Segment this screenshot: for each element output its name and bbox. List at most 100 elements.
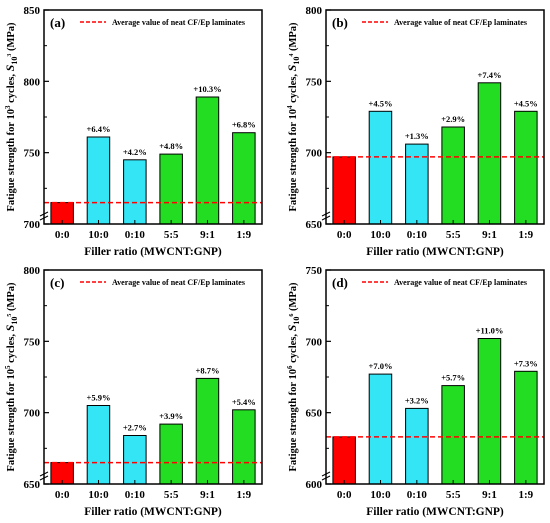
x-tick-label: 1:9 [518, 229, 533, 241]
x-tick-label: 1:9 [518, 489, 533, 501]
y-axis-title-text: cycles, [6, 331, 17, 365]
panel-label: (c) [50, 275, 64, 290]
y-axis-title-text: Fatigue strength for 10 [288, 369, 299, 472]
x-tick-label: 9:1 [200, 489, 215, 501]
data-label: +4.5% [514, 98, 538, 108]
y-axis-title: Fatigue strength for 106 cycles, S106 (M… [285, 282, 301, 472]
axis-break-mark [39, 211, 49, 217]
legend-entry: Average value of neat CF/Ep laminates [394, 278, 527, 287]
x-tick-label: 5:5 [164, 489, 179, 501]
x-tick-label: 0:0 [55, 229, 70, 241]
legend-entry: Average value of neat CF/Ep laminates [112, 278, 245, 287]
data-label: +3.9% [159, 411, 183, 421]
x-tick-label: 0:0 [337, 489, 352, 501]
x-tick-label: 0:10 [407, 229, 428, 241]
y-axis-title-subscript: 10 [10, 57, 19, 65]
y-tick-label: 800 [24, 265, 41, 277]
y-axis-title-exponent: 4 [286, 105, 294, 109]
axis-break-mark [39, 471, 49, 477]
data-label: +7.3% [514, 358, 538, 368]
data-label: +6.8% [232, 120, 256, 130]
bar-5-5 [159, 153, 183, 225]
y-axis-title: Fatigue strength for 103 cycles, S103 (M… [3, 22, 19, 212]
bar-1-9 [514, 370, 538, 485]
x-tick-label: 0:10 [125, 489, 146, 501]
x-tick-label: 0:10 [407, 489, 428, 501]
x-axis-title: Filler ratio (MWCNT:GNP) [84, 506, 222, 518]
data-label: +5.9% [87, 393, 111, 403]
x-tick-label: 10:0 [88, 489, 109, 501]
data-label: +5.4% [232, 397, 256, 407]
y-axis-title-sub-exponent: 5 [7, 314, 13, 317]
data-label: +7.4% [478, 70, 502, 80]
bar-0-10 [405, 407, 429, 485]
data-label: +5.7% [441, 373, 465, 383]
y-tick-label: 700 [306, 336, 323, 348]
y-tick-label: 700 [24, 219, 41, 231]
bar-10-0 [86, 405, 111, 485]
bar-0-10 [405, 143, 429, 225]
data-label: +10.3% [193, 84, 221, 94]
chart-panel-4: +7.0% +3.2% +5.7% +11.0% +7.3% 600 650 700 750 0:… [285, 265, 545, 518]
y-tick-label: 800 [306, 5, 323, 17]
axis-break-mark [39, 215, 49, 221]
x-tick-label: 10:0 [370, 489, 391, 501]
data-label: +2.9% [441, 114, 465, 124]
legend-entry: Average value of neat CF/Ep laminates [394, 18, 527, 27]
data-label: +3.2% [405, 395, 429, 405]
x-axis-title: Filler ratio (MWCNT:GNP) [366, 246, 504, 258]
y-tick-label: 800 [24, 76, 41, 88]
y-tick-label: 750 [24, 336, 41, 348]
y-axis-title: Fatigue strength for 105 cycles, S105 (M… [3, 282, 19, 472]
y-tick-label: 650 [306, 219, 323, 231]
bar-9-1 [195, 96, 220, 225]
y-axis-title-text: Fatigue strength for 10 [6, 369, 17, 472]
y-axis-title-symbol: S [285, 64, 299, 71]
y-axis-title-subscript: 10 [292, 317, 301, 325]
bar-1-9 [232, 132, 256, 225]
bar-5-5 [441, 126, 465, 225]
panel-label: (a) [50, 15, 65, 30]
bar-10-0 [368, 110, 393, 225]
y-tick-label: 700 [24, 408, 41, 420]
data-label: +4.5% [369, 98, 393, 108]
y-axis-title-subscript: 10 [10, 317, 19, 325]
y-tick-label: 750 [24, 148, 41, 160]
axis-break-mark [321, 215, 331, 221]
x-tick-label: 10:0 [370, 229, 391, 241]
bar-0-0 [332, 156, 356, 225]
y-tick-label: 750 [306, 76, 323, 88]
data-label: +8.7% [196, 365, 220, 375]
axis-break-mark [321, 211, 331, 217]
y-tick-label: 650 [306, 408, 323, 420]
panel-label: (b) [332, 15, 348, 30]
data-label: +6.4% [87, 124, 111, 134]
legend-entry: Average value of neat CF/Ep laminates [112, 18, 245, 27]
plot-frame [43, 269, 263, 485]
y-axis-title-sub-exponent: 3 [7, 54, 13, 57]
bar-10-0 [368, 373, 393, 485]
x-tick-label: 9:1 [482, 489, 497, 501]
y-axis-title-symbol: S [3, 64, 17, 71]
bar-0-10 [123, 435, 147, 485]
plot-frame [325, 9, 545, 225]
x-tick-label: 5:5 [164, 229, 179, 241]
y-axis-title-exponent: 3 [4, 105, 12, 109]
x-tick-label: 5:5 [446, 229, 461, 241]
y-tick-label: 650 [24, 479, 41, 491]
y-axis-title-exponent: 5 [4, 365, 12, 369]
x-tick-label: 9:1 [200, 229, 215, 241]
bar-0-0 [332, 436, 356, 485]
x-tick-label: 1:9 [236, 489, 251, 501]
data-label: +11.0% [476, 326, 504, 336]
bar-5-5 [441, 385, 465, 485]
y-axis-title-text: Fatigue strength for 10 [6, 109, 17, 212]
y-tick-label: 850 [24, 5, 41, 17]
bar-10-0 [86, 136, 111, 225]
bar-5-5 [159, 423, 183, 485]
y-axis-title-unit: (MPa) [288, 282, 299, 314]
y-axis-title-text: cycles, [6, 71, 17, 105]
axis-break-mark [321, 471, 331, 477]
bar-9-1 [477, 82, 502, 225]
